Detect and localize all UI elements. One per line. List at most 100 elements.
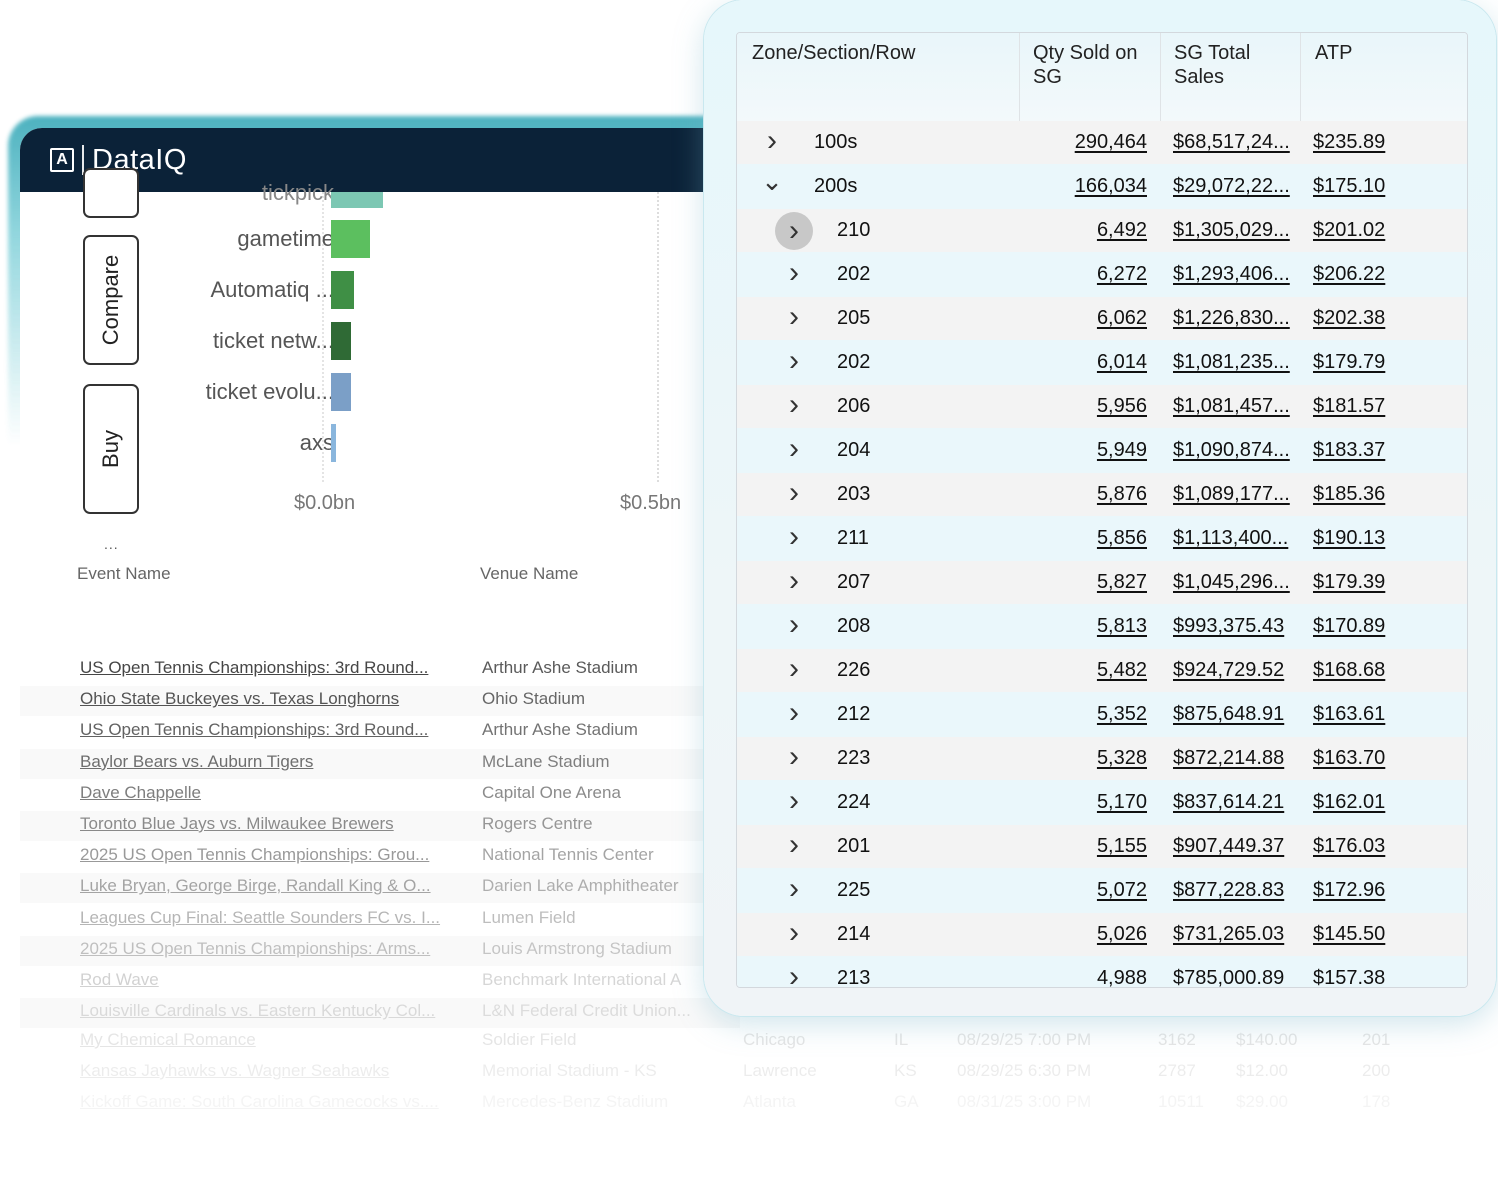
atp-value[interactable]: $183.37 (1313, 438, 1386, 461)
sg-total-sales-value[interactable]: $1,090,874... (1173, 438, 1290, 461)
sg-total-sales-value[interactable]: $875,648.91 (1173, 702, 1285, 725)
table-row[interactable]: › 214 5,026 $731,265.03 $145.50 (737, 913, 1467, 957)
qty-sold-value[interactable]: 4,988 (1096, 966, 1147, 988)
qty-sold-value[interactable]: 166,034 (1074, 174, 1147, 197)
table-row[interactable]: › 210 6,492 $1,305,029... $201.02 (737, 209, 1467, 253)
chevron-right-icon[interactable]: › (789, 695, 799, 729)
qty-sold-value[interactable]: 5,482 (1096, 658, 1147, 681)
compare-button[interactable]: Compare (83, 235, 139, 365)
sg-total-sales-value[interactable]: $837,614.21 (1173, 790, 1285, 813)
qty-sold-value[interactable]: 5,876 (1096, 482, 1147, 505)
sg-total-sales-value[interactable]: $907,449.37 (1173, 834, 1285, 857)
chevron-right-icon[interactable]: › (789, 475, 799, 509)
atp-value[interactable]: $185.36 (1313, 482, 1386, 505)
event-row[interactable]: Louisville Cardinals vs. Eastern Kentuck… (20, 998, 740, 1028)
event-row[interactable]: US Open Tennis Championships: 3rd Round.… (20, 717, 740, 747)
event-name-link[interactable]: Rod Wave (80, 970, 159, 989)
atp-value[interactable]: $202.38 (1313, 306, 1386, 329)
atp-value[interactable]: $206.22 (1313, 262, 1386, 285)
chevron-right-icon[interactable]: › (789, 431, 799, 465)
chevron-right-icon[interactable]: › (789, 651, 799, 685)
sg-total-sales-value[interactable]: $872,214.88 (1173, 746, 1285, 769)
chevron-right-icon[interactable]: › (789, 871, 799, 905)
event-name-link[interactable]: 2025 US Open Tennis Championships: Grou.… (80, 845, 430, 865)
sg-total-sales-value[interactable]: $1,113,400... (1173, 526, 1289, 549)
atp-value[interactable]: $157.38 (1313, 966, 1386, 988)
table-row[interactable]: › 201 5,155 $907,449.37 $176.03 (737, 825, 1467, 869)
chevron-right-icon[interactable]: › (789, 739, 799, 773)
sg-total-sales-value[interactable]: $785,000.89 (1173, 966, 1285, 988)
table-row[interactable]: › 204 5,949 $1,090,874... $183.37 (737, 428, 1467, 474)
sg-total-sales-value[interactable]: $68,517,24... (1173, 130, 1290, 153)
chevron-right-icon[interactable]: › (775, 211, 813, 250)
qty-sold-value[interactable]: 5,155 (1096, 834, 1147, 857)
sg-total-sales-value[interactable]: $1,293,406... (1173, 262, 1290, 285)
event-row[interactable]: Ohio State Buckeyes vs. Texas Longhorns O… (20, 686, 740, 716)
buy-button[interactable]: Buy (83, 384, 139, 514)
event-row[interactable]: Dave Chappelle Capital One Arena (20, 780, 740, 810)
atp-value[interactable]: $145.50 (1313, 922, 1386, 945)
sg-total-sales-value[interactable]: $993,375.43 (1173, 614, 1285, 637)
table-row[interactable]: › 213 4,988 $785,000.89 $157.38 (737, 956, 1467, 988)
event-row[interactable]: 2025 US Open Tennis Championships: Arms.… (20, 936, 740, 966)
chevron-right-icon[interactable]: › (789, 607, 799, 641)
qty-sold-value[interactable]: 290,464 (1074, 130, 1147, 153)
table-row[interactable]: › 208 5,813 $993,375.43 $170.89 (737, 604, 1467, 650)
event-name-link[interactable]: Leagues Cup Final: Seattle Sounders FC v… (80, 907, 441, 927)
atp-value[interactable]: $170.89 (1313, 614, 1386, 637)
chevron-right-icon[interactable]: › (789, 783, 799, 817)
table-row[interactable]: › 225 5,072 $877,228.83 $172.96 (737, 868, 1467, 914)
qty-sold-value[interactable]: 5,827 (1096, 570, 1147, 593)
event-name-link[interactable]: US Open Tennis Championships: 3rd Round.… (80, 720, 429, 740)
sg-total-sales-value[interactable]: $877,228.83 (1173, 878, 1285, 901)
header-atp[interactable]: ATP (1315, 42, 1353, 64)
table-row[interactable]: › 212 5,352 $875,648.91 $163.61 (737, 692, 1467, 738)
sg-total-sales-value[interactable]: $924,729.52 (1173, 658, 1285, 681)
sg-total-sales-value[interactable]: $1,081,457... (1173, 394, 1290, 417)
atp-value[interactable]: $168.68 (1313, 658, 1386, 681)
table-row[interactable]: › 202 6,272 $1,293,406... $206.22 (737, 252, 1467, 298)
event-name-link[interactable]: US Open Tennis Championships: 3rd Round.… (80, 658, 429, 677)
chevron-right-icon[interactable]: › (789, 255, 799, 289)
column-header-venue-name[interactable]: Venue Name (480, 564, 579, 583)
table-row[interactable]: › 203 5,876 $1,089,177... $185.36 (737, 473, 1467, 517)
event-row[interactable]: Leagues Cup Final: Seattle Sounders FC v… (20, 905, 740, 935)
qty-sold-value[interactable]: 6,272 (1096, 262, 1147, 285)
header-qty-sold[interactable]: Qty Sold on SG (1033, 42, 1138, 88)
column-header-event-name[interactable]: Event Name (77, 564, 171, 583)
atp-value[interactable]: $179.39 (1313, 570, 1386, 593)
chevron-right-icon[interactable]: › (789, 387, 799, 421)
chevron-right-icon[interactable]: › (789, 563, 799, 597)
header-zone-section-row[interactable]: Zone/Section/Row (752, 42, 916, 64)
event-name-link[interactable]: Toronto Blue Jays vs. Milwaukee Brewers (80, 814, 394, 833)
qty-sold-value[interactable]: 5,328 (1096, 746, 1147, 769)
atp-value[interactable]: $235.89 (1313, 130, 1386, 153)
qty-sold-value[interactable]: 6,014 (1096, 350, 1147, 373)
qty-sold-value[interactable]: 6,492 (1096, 218, 1147, 241)
sg-total-sales-value[interactable]: $1,081,235... (1173, 350, 1290, 373)
atp-value[interactable]: $190.13 (1313, 526, 1386, 549)
chevron-right-icon[interactable]: › (789, 343, 799, 377)
table-row[interactable]: › 226 5,482 $924,729.52 $168.68 (737, 649, 1467, 693)
table-row[interactable]: › 100s 290,464 $68,517,24... $235.89 (737, 121, 1467, 165)
atp-value[interactable]: $175.10 (1313, 174, 1386, 197)
event-row[interactable]: Luke Bryan, George Birge, Randall King &… (20, 873, 740, 903)
sg-total-sales-value[interactable]: $1,045,296... (1173, 570, 1290, 593)
event-row[interactable]: Baylor Bears vs. Auburn Tigers McLane Sta… (20, 749, 740, 779)
event-name-link[interactable]: Ohio State Buckeyes vs. Texas Longhorns (80, 689, 400, 709)
event-name-link[interactable]: Dave Chappelle (80, 782, 201, 802)
atp-value[interactable]: $163.61 (1313, 702, 1386, 725)
event-name-link[interactable]: Luke Bryan, George Birge, Randall King &… (80, 876, 431, 896)
table-row[interactable]: › 223 5,328 $872,214.88 $163.70 (737, 737, 1467, 781)
event-name-link[interactable]: 2025 US Open Tennis Championships: Arms.… (80, 938, 431, 958)
sg-total-sales-value[interactable]: $1,305,029... (1173, 218, 1290, 241)
event-row[interactable]: US Open Tennis Championships: 3rd Round.… (20, 655, 740, 685)
atp-value[interactable]: $176.03 (1313, 834, 1386, 857)
chevron-right-icon[interactable]: › (789, 959, 799, 988)
sg-total-sales-value[interactable]: $1,089,177... (1173, 482, 1290, 505)
header-sg-total-sales[interactable]: SG Total Sales (1174, 42, 1251, 88)
more-options-icon[interactable]: ... (104, 536, 119, 552)
sg-total-sales-value[interactable]: $731,265.03 (1173, 922, 1285, 945)
chevron-right-icon[interactable]: › (789, 915, 799, 949)
qty-sold-value[interactable]: 5,026 (1096, 922, 1147, 945)
